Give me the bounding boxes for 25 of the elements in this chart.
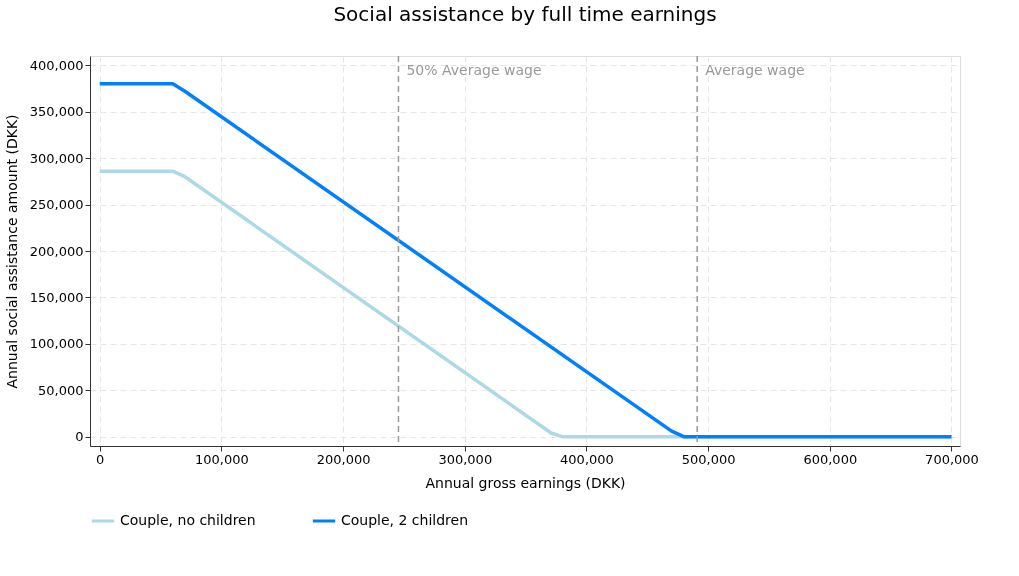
y-tick-label: 400,000 xyxy=(29,57,84,73)
ref-line-label: Average wage xyxy=(705,62,805,78)
x-tick-label: 700,000 xyxy=(925,451,979,467)
x-tick-label: 0 xyxy=(96,451,105,467)
y-tick-label: 250,000 xyxy=(29,197,84,213)
ref-line-label: 50% Average wage xyxy=(406,62,542,78)
x-tick-label: 500,000 xyxy=(681,451,736,467)
x-tick-label: 300,000 xyxy=(438,451,493,467)
y-axis-title: Annual social assistance amount (DKK) xyxy=(3,114,20,389)
y-tick-label: 50,000 xyxy=(38,382,84,398)
x-tick-label: 400,000 xyxy=(560,451,614,467)
line-series xyxy=(97,82,954,439)
x-tick-label: 200,000 xyxy=(316,451,371,467)
y-tick-label: 350,000 xyxy=(29,104,84,120)
x-tick-label: 100,000 xyxy=(195,451,249,467)
y-tick-label: 100,000 xyxy=(29,336,84,352)
y-tick-label: 150,000 xyxy=(29,289,84,305)
chart-title: Social assistance by full time earnings xyxy=(333,2,717,27)
y-tick-label: 200,000 xyxy=(29,243,84,259)
y-tick-label: 300,000 xyxy=(29,150,84,166)
legend-label: Couple, 2 children xyxy=(341,512,469,528)
y-tick-label: 0 xyxy=(75,429,84,445)
x-tick-label: 600,000 xyxy=(803,451,858,467)
x-axis-title: Annual gross earnings (DKK) xyxy=(425,474,626,491)
legend-label: Couple, no children xyxy=(120,512,256,528)
